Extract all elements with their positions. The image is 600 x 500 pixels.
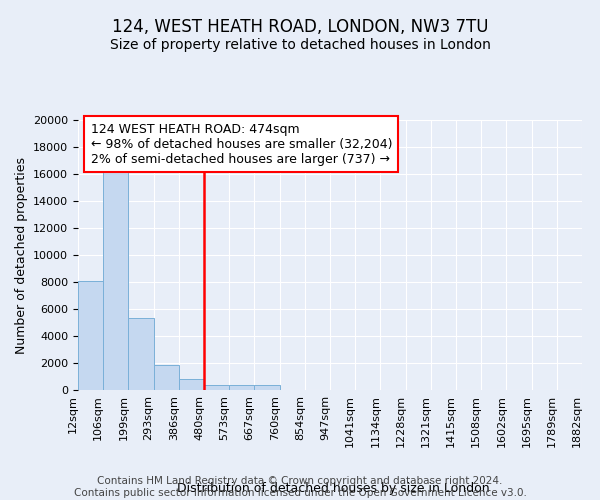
Y-axis label: Number of detached properties: Number of detached properties [14,156,28,354]
Bar [179,379,204,390]
Text: Size of property relative to detached houses in London: Size of property relative to detached ho… [110,38,490,52]
Bar [204,386,229,390]
Text: Contains HM Land Registry data © Crown copyright and database right 2024.
Contai: Contains HM Land Registry data © Crown c… [74,476,526,498]
Bar [254,386,280,390]
Text: 124, WEST HEATH ROAD, LONDON, NW3 7TU: 124, WEST HEATH ROAD, LONDON, NW3 7TU [112,18,488,36]
Bar [229,386,254,390]
Bar [128,318,154,390]
Text: 124 WEST HEATH ROAD: 474sqm
← 98% of detached houses are smaller (32,204)
2% of : 124 WEST HEATH ROAD: 474sqm ← 98% of det… [91,122,392,166]
Bar [154,365,179,390]
Bar [78,280,103,390]
Bar [103,167,128,390]
Text: Distribution of detached houses by size in London: Distribution of detached houses by size … [176,482,490,495]
